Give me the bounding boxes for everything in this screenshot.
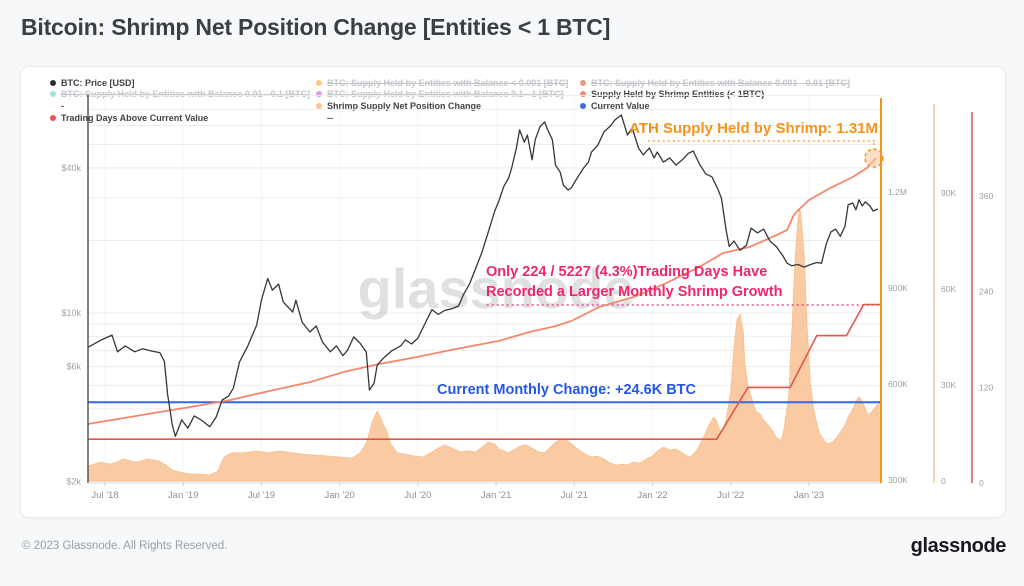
legend-label: BTC: Supply Held by Entities with Balanc… bbox=[61, 89, 311, 100]
legend-label: BTC: Supply Held by Entities with Balanc… bbox=[327, 89, 564, 100]
legend-dot-icon bbox=[316, 102, 322, 109]
legend-item[interactable]: BTC: Supply Held by Entities with Balanc… bbox=[50, 89, 310, 101]
legend-item[interactable]: BTC: Supply Held by Entities with Balanc… bbox=[316, 89, 568, 101]
legend-column: BTC: Supply Held by Entities with Balanc… bbox=[580, 77, 850, 112]
legend-dot-icon bbox=[580, 79, 586, 86]
legend-label: Current Value bbox=[591, 100, 650, 111]
legend-item[interactable]: Supply Held by Shrimp Entities (< 1BTC) bbox=[580, 89, 850, 101]
annotation-trading-days: Only 224 / 5227 (4.3%)Trading Days Have … bbox=[486, 262, 782, 302]
legend-label: Trading Days Above Current Value bbox=[61, 112, 209, 123]
legend-item[interactable]: Shrimp Supply Net Position Change bbox=[316, 100, 568, 112]
legend-item[interactable]: BTC: Supply Held by Entities with Balanc… bbox=[580, 77, 850, 89]
legend-item[interactable]: Trading Days Above Current Value bbox=[50, 112, 310, 124]
legend-column: BTC: Price [USD] BTC: Supply Held by Enti… bbox=[50, 77, 310, 123]
legend-dot-icon bbox=[316, 91, 322, 98]
page-title: Bitcoin: Shrimp Net Position Change [Ent… bbox=[21, 14, 611, 40]
legend-label: BTC: Supply Held by Entities with Balanc… bbox=[591, 77, 851, 88]
legend-label: -- bbox=[327, 112, 333, 123]
legend-item[interactable]: -- bbox=[316, 112, 568, 124]
annotation-current-monthly-change: Current Monthly Change: +24.6K BTC bbox=[437, 382, 697, 398]
legend-dot-icon bbox=[50, 79, 56, 86]
legend-column: BTC: Supply Held by Entities with Balanc… bbox=[316, 77, 568, 123]
annotation-ath-supply: ATH Supply Held by Shrimp: 1.31M bbox=[629, 120, 878, 137]
legend-dot-icon bbox=[580, 91, 586, 98]
legend-item[interactable]: BTC: Price [USD] bbox=[50, 77, 310, 89]
annotation-trading-days-line2: Recorded a Larger Monthly Shrimp Growth bbox=[486, 284, 783, 300]
legend-item[interactable]: BTC: Supply Held by Entities with Balanc… bbox=[316, 77, 568, 89]
legend-label: Supply Held by Shrimp Entities (< 1BTC) bbox=[591, 89, 765, 100]
legend-dot-icon bbox=[580, 102, 586, 109]
legend-label: BTC: Price [USD] bbox=[61, 77, 135, 88]
legend-dot-icon bbox=[50, 91, 56, 98]
legend-dot-icon bbox=[316, 79, 322, 86]
legend-label: - bbox=[61, 100, 64, 111]
legend-label: BTC: Supply Held by Entities with Balanc… bbox=[327, 77, 569, 88]
footer-copyright: © 2023 Glassnode. All Rights Reserved. bbox=[22, 540, 228, 552]
legend-item[interactable]: Current Value bbox=[580, 100, 850, 112]
legend-label: Shrimp Supply Net Position Change bbox=[327, 100, 482, 111]
glassnode-logo: glassnode bbox=[910, 535, 1007, 557]
annotation-trading-days-line1: Only 224 / 5227 (4.3%)Trading Days Have bbox=[486, 264, 768, 280]
legend-dot-icon bbox=[50, 114, 56, 121]
legend-item[interactable]: - bbox=[50, 100, 310, 112]
